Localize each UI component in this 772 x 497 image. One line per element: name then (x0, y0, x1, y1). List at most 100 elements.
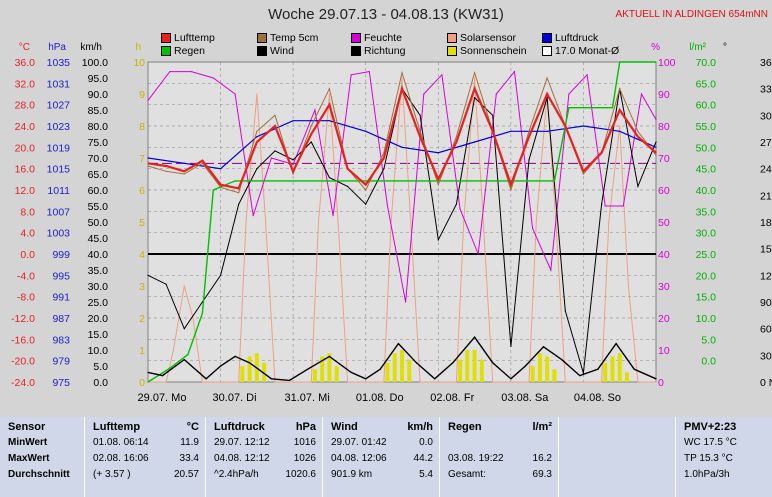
sonnenschein-bar (552, 369, 557, 382)
solarsensor-point (510, 381, 512, 383)
temp5cm-point (201, 162, 203, 164)
solarsensor-point (528, 381, 530, 383)
stats-lufttemp: Lufttemp °C 01.08. 06:14 11.9 02.08. 16:… (84, 417, 205, 497)
regen-max-value: 16.2 (532, 453, 552, 464)
lufttemp-avg-delta: (+ 3.57 ) (93, 469, 131, 480)
lufttemp-max-time: 02.08. 16:06 (93, 453, 149, 464)
hum-tick-label: 30 (658, 281, 670, 293)
temp5cm-point (274, 114, 276, 116)
wind-tick-label: 95.0 (88, 73, 109, 85)
regen-point (582, 107, 585, 109)
day-label: 01.08. Do (356, 392, 404, 404)
lufttemp-point (274, 125, 276, 127)
solarsensor-point (535, 221, 537, 223)
luftdruck-unit: hPa (295, 421, 316, 433)
richtung-point (383, 168, 385, 170)
sonnenschein-bar (327, 353, 332, 382)
temp5cm-point (328, 88, 330, 90)
solarsensor-point (455, 381, 457, 383)
weekly-weather-chart: 36.032.028.024.020.016.012.08.04.00.0-4.… (11, 42, 772, 404)
legend-label: Solarsensor (460, 32, 517, 44)
feuchte-point (495, 93, 497, 95)
temp5cm-point (147, 165, 149, 167)
temp-tick-label: -12.0 (11, 313, 35, 325)
wind-point (655, 378, 657, 380)
hum-tick-label: 60 (658, 185, 670, 197)
richtung-point (455, 203, 457, 205)
lufttemp-point (637, 136, 639, 138)
hum-tick-label: 90 (658, 89, 670, 101)
wind-max-time: 04.08. 12:06 (331, 453, 387, 464)
lufttemp-point (437, 178, 439, 180)
wind-point (542, 346, 545, 348)
solarsensor-point (463, 221, 465, 223)
legend-item: Luftdruck (542, 32, 598, 44)
hum-tick-label: 10 (658, 345, 670, 357)
rain-tick-label: 10.0 (696, 313, 717, 325)
lufttemp-point (256, 141, 258, 143)
feuchte-point (147, 99, 149, 101)
sonnenschein-bar (312, 369, 317, 382)
legend-item: Sonnenschein (447, 45, 527, 57)
regen-point (619, 61, 621, 63)
legend-swatch (161, 33, 171, 43)
press-tick-label: 1031 (47, 78, 71, 90)
luftdruck-point (328, 120, 330, 122)
feuchte-point (332, 215, 334, 217)
wind-point (561, 359, 563, 361)
luftdruck-point (510, 130, 512, 132)
solarsensor-point (274, 381, 276, 383)
wind-point (249, 362, 251, 364)
wind-tick-label: 50.0 (88, 217, 109, 229)
luftdruck-point (655, 146, 657, 148)
feuchte-point (604, 205, 606, 207)
legend-label: Sonnenschein (460, 45, 527, 57)
press-tick-label: 1023 (47, 121, 71, 133)
row-label-avg: Durchschnitt (8, 469, 70, 480)
wind-max-value: 44.2 (413, 453, 433, 464)
dir-tick-label: 270 W (760, 137, 772, 149)
wind-min-value: 0.0 (419, 437, 433, 448)
solarsensor-point (256, 93, 258, 95)
press-tick-label: 991 (52, 292, 70, 304)
temp5cm-point (365, 189, 367, 191)
sun-tick-label: 9 (139, 89, 145, 101)
feuchte-point (252, 215, 254, 217)
temp-tick-label: 0.0 (20, 249, 35, 261)
legend-item: 17.0 Monat-Ø (542, 45, 619, 57)
pmv-dewpoint: TP 15.3 °C (684, 453, 733, 464)
wind-point (492, 362, 494, 364)
wind-point (510, 378, 512, 380)
legend-swatch (257, 46, 267, 56)
feuchte-point (513, 71, 516, 73)
wind-tick-label: 60.0 (88, 185, 109, 197)
sonnenschein-bar (247, 356, 252, 382)
wind-tick-label: 15.0 (88, 329, 109, 341)
feuchte-point (190, 71, 193, 73)
sonnenschein-bar (334, 366, 339, 382)
wind-point (365, 378, 367, 380)
luftdruck-point (437, 152, 439, 154)
press-tick-label: 1019 (47, 142, 71, 154)
wind-tick-label: 80.0 (88, 121, 109, 133)
stats-regen: Regen l/m² 03.08. 19:22 16.2 Gesamt: 69.… (439, 417, 558, 497)
richtung-point (419, 114, 421, 116)
lufttemp-point (492, 130, 494, 132)
wind-point (452, 362, 454, 364)
solarsensor-point (410, 221, 412, 223)
solarsensor-point (492, 381, 494, 383)
luftdruck-point (546, 130, 548, 132)
sonnenschein-bar (472, 350, 477, 382)
wind-tick-label: 30.0 (88, 281, 109, 293)
sonnenschein-bar (458, 359, 463, 382)
legend-swatch (447, 46, 457, 56)
solarsensor-point (437, 381, 439, 383)
solarsensor-point (220, 381, 222, 383)
solarsensor-point (619, 125, 621, 127)
rain-tick-label: 65.0 (696, 78, 717, 90)
wind-tick-label: 10.0 (88, 345, 109, 357)
temp5cm-point (310, 125, 312, 127)
sonnenschein-bar (262, 362, 267, 382)
lufttemp-point (328, 104, 330, 106)
temp-tick-label: 36.0 (15, 57, 36, 69)
